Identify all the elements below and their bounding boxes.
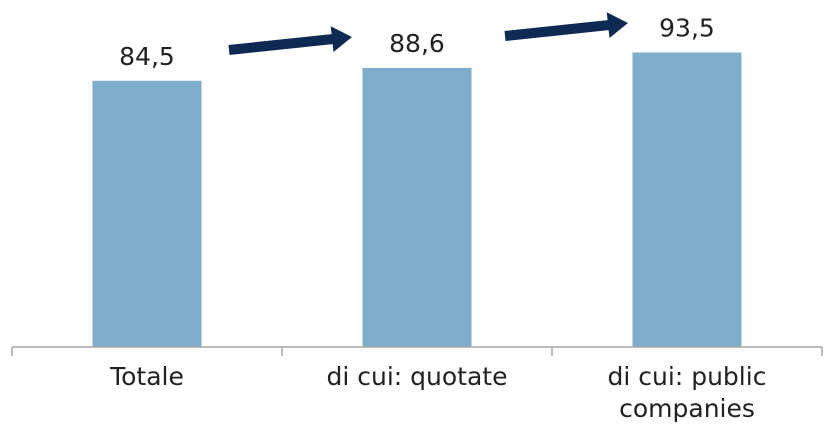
bar-value-label-2: 88,6 (389, 29, 445, 58)
category-label-3: di cui: public companies (608, 362, 767, 423)
category-label-line: companies (619, 394, 755, 423)
x-axis-tick-labels: Totale di cui: quotate di cui: public compa… (109, 362, 766, 423)
category-label-1: Totale (109, 362, 184, 391)
trend-arrow-1 (228, 26, 352, 55)
value-labels-group: 84,5 88,6 93,5 (119, 13, 715, 70)
category-label-2: di cui: quotate (327, 362, 508, 391)
trend-arrow-2 (504, 12, 628, 41)
bar-value-label-3: 93,5 (659, 13, 715, 42)
trend-arrows-group (228, 12, 628, 55)
bar-3 (632, 52, 742, 347)
category-label-line: di cui: quotate (327, 362, 508, 391)
bar-value-label-1: 84,5 (119, 42, 175, 71)
x-axis (11, 346, 823, 356)
bar-2 (362, 67, 472, 347)
bar-1 (92, 80, 202, 347)
category-label-line: Totale (109, 362, 184, 391)
category-label-line: di cui: public (608, 362, 767, 391)
bars-group (92, 52, 742, 347)
